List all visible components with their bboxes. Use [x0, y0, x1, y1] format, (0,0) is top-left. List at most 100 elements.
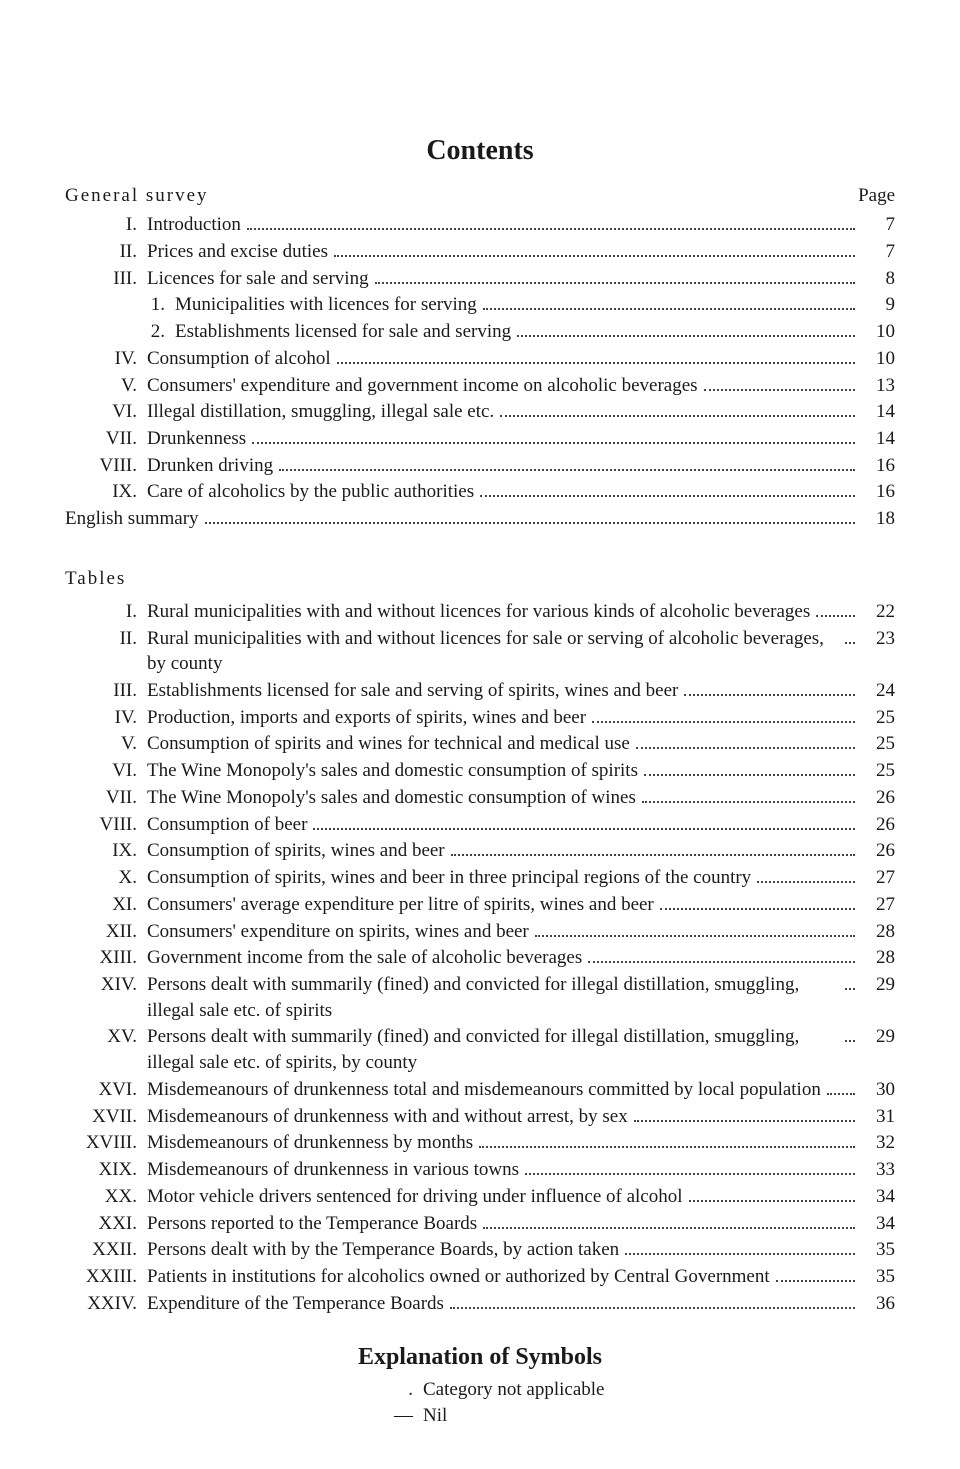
toc-label: Prices and excise duties [147, 239, 332, 265]
toc-numeral: III. [65, 678, 147, 704]
toc-label: Misdemeanours of drunkenness with and wi… [147, 1104, 632, 1130]
toc-label: Licences for sale and serving [147, 266, 373, 292]
leader-dots [625, 1236, 855, 1255]
toc-label: The Wine Monopoly's sales and domestic c… [147, 758, 642, 784]
toc-row: IX.Care of alcoholics by the public auth… [65, 478, 895, 505]
toc-row: XXIII.Patients in institutions for alcoh… [65, 1263, 895, 1290]
toc-label: Consumption of spirits, wines and beer i… [147, 865, 755, 891]
toc-page-number: 26 [859, 838, 895, 864]
toc-numeral: XIX. [65, 1157, 147, 1183]
toc-row: IV.Production, imports and exports of sp… [65, 704, 895, 731]
toc-page-number: 13 [859, 373, 895, 399]
toc-label: Patients in institutions for alcoholics … [147, 1264, 774, 1290]
toc-page-number: 25 [859, 705, 895, 731]
toc-page-number: 33 [859, 1157, 895, 1183]
toc-numeral: XIII. [65, 945, 147, 971]
leader-dots [776, 1263, 855, 1282]
leader-dots [205, 505, 855, 524]
toc-label: Misdemeanours of drunkenness by months [147, 1130, 477, 1156]
toc-numeral: VIII. [65, 453, 147, 479]
toc-page-number: 28 [859, 919, 895, 945]
toc-page-number: 16 [859, 453, 895, 479]
toc-numeral: 1. [65, 292, 175, 318]
toc-numeral: X. [65, 865, 147, 891]
leader-dots [450, 1290, 855, 1309]
toc-row: XII.Consumers' expenditure on spirits, w… [65, 918, 895, 945]
toc-row: VIII.Consumption of beer26 [65, 811, 895, 838]
toc-page-number: 25 [859, 758, 895, 784]
leader-dots [483, 1209, 855, 1228]
toc-label: The Wine Monopoly's sales and domestic c… [147, 785, 640, 811]
leader-dots [704, 371, 855, 390]
leader-dots [500, 398, 855, 417]
toc-label: Expenditure of the Temperance Boards [147, 1291, 448, 1317]
toc-row: XVI.Misdemeanours of drunkenness total a… [65, 1076, 895, 1103]
toc-label: Persons dealt with by the Temperance Boa… [147, 1237, 623, 1263]
toc-numeral: III. [65, 266, 147, 292]
toc-page-number: 29 [859, 972, 895, 998]
leader-dots [588, 944, 855, 963]
toc-numeral: XX. [65, 1184, 147, 1210]
toc-page-number: 27 [859, 865, 895, 891]
toc-label: Consumers' expenditure and government in… [147, 373, 702, 399]
toc-numeral: XXII. [65, 1237, 147, 1263]
toc-page-number: 24 [859, 678, 895, 704]
general-survey-label: General survey [65, 185, 209, 207]
toc-label: Consumption of beer [147, 812, 311, 838]
toc-page-number: 36 [859, 1291, 895, 1317]
toc-label: Misdemeanours of drunkenness in various … [147, 1157, 523, 1183]
toc-numeral: XVIII. [65, 1130, 147, 1156]
leader-dots [517, 318, 855, 337]
leader-dots [689, 1183, 855, 1202]
toc-label: Rural municipalities with and without li… [147, 626, 843, 677]
leader-dots [845, 1023, 855, 1042]
leader-dots [480, 478, 855, 497]
symbol-row: —Nil [385, 1403, 895, 1429]
toc-row: IV.Consumption of alcohol10 [65, 345, 895, 372]
toc-label: Establishments licensed for sale and ser… [147, 678, 682, 704]
explanation-title: Explanation of Symbols [65, 1344, 895, 1371]
general-sub-toc-list: 1.Municipalities with licences for servi… [65, 291, 895, 344]
leader-dots [247, 211, 855, 230]
toc-row: I.Rural municipalities with and without … [65, 598, 895, 625]
toc-row: XVII.Misdemeanours of drunkenness with a… [65, 1102, 895, 1129]
leader-dots [816, 598, 855, 617]
leader-dots [634, 1102, 855, 1121]
toc-numeral: IV. [65, 705, 147, 731]
toc-label: Consumers' expenditure on spirits, wines… [147, 919, 533, 945]
toc-numeral: VIII. [65, 812, 147, 838]
toc-label: Persons reported to the Temperance Board… [147, 1211, 481, 1237]
toc-row: XIX.Misdemeanours of drunkenness in vari… [65, 1156, 895, 1183]
leader-dots [535, 918, 855, 937]
toc-page-number: 22 [859, 599, 895, 625]
leader-dots [483, 291, 855, 310]
toc-label: Consumption of spirits and wines for tec… [147, 731, 634, 757]
toc-row: VII.Drunkenness14 [65, 425, 895, 452]
toc-numeral: 2. [65, 319, 175, 345]
toc-numeral: V. [65, 373, 147, 399]
toc-row: XI.Consumers' average expenditure per li… [65, 891, 895, 918]
toc-page-number: 8 [859, 266, 895, 292]
english-summary-row: English summary 18 [65, 505, 895, 532]
toc-numeral: II. [65, 239, 147, 265]
toc-row: II.Rural municipalities with and without… [65, 625, 895, 677]
toc-page-number: 35 [859, 1237, 895, 1263]
leader-dots [757, 864, 855, 883]
tables-header: Tables [65, 568, 895, 590]
leader-dots [252, 425, 855, 444]
toc-row: XIII.Government income from the sale of … [65, 944, 895, 971]
toc-label: Establishments licensed for sale and ser… [175, 319, 515, 345]
leader-dots [525, 1156, 855, 1175]
leader-dots [479, 1129, 855, 1148]
toc-page-number: 7 [859, 239, 895, 265]
toc-numeral: XII. [65, 919, 147, 945]
leader-dots [279, 452, 855, 471]
toc-page-number: 14 [859, 399, 895, 425]
symbols-list: .Category not applicable—Nil [385, 1377, 895, 1428]
general-toc-list: I.Introduction7II.Prices and excise duti… [65, 211, 895, 291]
leader-dots [845, 971, 855, 990]
toc-label: Production, imports and exports of spiri… [147, 705, 590, 731]
toc-page-number: 23 [859, 626, 895, 652]
toc-label: Consumption of spirits, wines and beer [147, 838, 449, 864]
toc-label: Motor vehicle drivers sentenced for driv… [147, 1184, 687, 1210]
